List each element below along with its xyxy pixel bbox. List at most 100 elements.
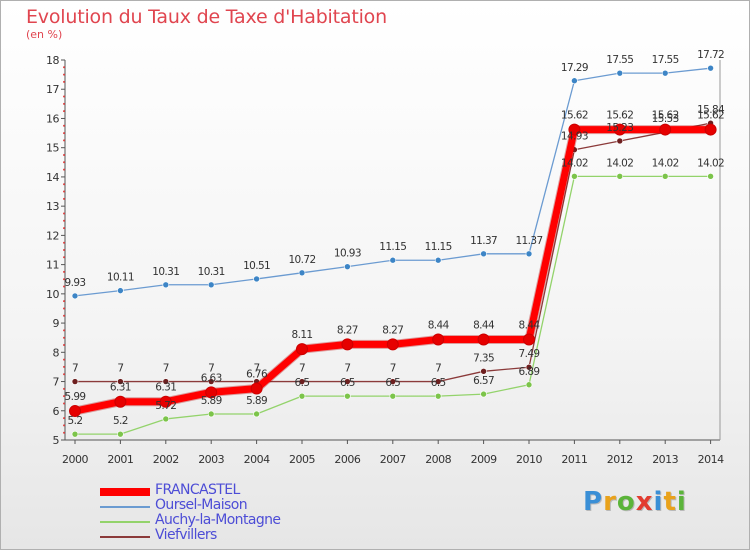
data-label: 7 — [299, 363, 305, 375]
data-label: 7 — [254, 363, 260, 375]
y-tick-label: 16 — [46, 112, 59, 125]
data-label: 11.15 — [379, 241, 406, 253]
x-tick-label: 2007 — [380, 453, 406, 466]
data-label: 14.02 — [561, 157, 588, 169]
y-minor-dot — [63, 307, 65, 310]
data-point — [613, 123, 626, 136]
data-label: 8.27 — [337, 324, 358, 336]
data-point — [71, 430, 79, 438]
data-point — [344, 263, 351, 270]
data-label: 11.15 — [425, 241, 452, 253]
unit-label: (en %) — [26, 28, 63, 41]
point-labels: 9.93 10.11 10.31 10.31 10.51 10.72 10.93 11.15 1… — [65, 49, 726, 427]
chart-title: Evolution du Taux de Taxe d'Habitation — [26, 6, 387, 28]
data-point — [432, 333, 445, 346]
data-label: 5.2 — [68, 415, 83, 427]
y-tick-label: 11 — [46, 259, 59, 272]
data-point — [296, 343, 308, 356]
x-tick-label: 2001 — [107, 453, 133, 466]
y-minor-dot — [63, 424, 65, 427]
data-point — [207, 410, 215, 418]
y-minor-dot — [63, 161, 65, 164]
data-label: 11.37 — [515, 235, 542, 247]
y-minor-dot — [63, 270, 65, 273]
y-minor-dot — [63, 219, 65, 222]
y-minor-dot — [63, 241, 65, 244]
legend-label: FRANCASTEL — [155, 482, 240, 498]
data-label: 17.72 — [697, 49, 724, 61]
data-point — [707, 64, 714, 72]
x-tick-label: 2008 — [425, 453, 451, 466]
data-point — [114, 395, 127, 408]
data-label: 5.89 — [246, 395, 267, 407]
y-tick-label: 6 — [53, 405, 60, 418]
data-label: 6.89 — [519, 366, 540, 378]
y-minor-dot — [63, 190, 65, 193]
brand-logo: Proxiti — [583, 487, 687, 517]
data-point — [389, 378, 397, 385]
y-minor-dot — [63, 154, 65, 156]
data-point — [117, 378, 124, 385]
data-point — [71, 378, 79, 385]
y-minor-dot — [63, 132, 65, 135]
data-point — [571, 77, 578, 85]
data-point — [480, 250, 487, 258]
data-label: 10.93 — [334, 248, 361, 260]
x-tick-label: 2005 — [289, 453, 315, 466]
data-label: 11.37 — [470, 235, 497, 247]
data-point — [162, 378, 170, 385]
data-point — [571, 173, 578, 180]
y-tick-label: 8 — [53, 346, 60, 359]
data-label: 15.62 — [697, 110, 724, 122]
x-tick-label: 2010 — [516, 453, 542, 466]
data-label: 15.84 — [697, 104, 725, 116]
data-label: 6.5 — [431, 377, 446, 389]
y-minor-dot — [63, 329, 65, 332]
data-point — [207, 281, 215, 289]
data-point — [525, 363, 533, 371]
data-label: 17.55 — [652, 54, 679, 66]
data-label: 6.31 — [155, 382, 176, 394]
data-label: 7 — [435, 363, 441, 375]
data-point — [661, 69, 669, 77]
data-label: 17.29 — [561, 62, 588, 74]
data-point — [659, 123, 672, 136]
data-label: 7 — [390, 363, 396, 375]
data-point — [389, 256, 397, 264]
data-point — [568, 123, 581, 136]
x-tick-label: 2014 — [698, 453, 724, 466]
y-tick-label: 17 — [46, 83, 59, 96]
y-minor-dot — [63, 168, 65, 171]
y-minor-dot — [63, 314, 65, 317]
data-point — [298, 392, 306, 400]
data-label: 7 — [163, 363, 169, 375]
y-minor-dot — [63, 212, 65, 215]
legend-swatch — [100, 521, 150, 523]
data-label: 6.5 — [385, 377, 400, 389]
y-tick-label: 9 — [53, 317, 60, 330]
data-point — [389, 392, 397, 400]
y-minor-dot — [63, 395, 65, 398]
data-label: 10.11 — [107, 272, 134, 284]
data-label: 9.93 — [65, 277, 86, 289]
data-point — [525, 250, 533, 258]
data-point — [250, 382, 263, 395]
y-minor-dot — [63, 344, 65, 346]
y-minor-dot — [63, 373, 65, 376]
data-label: 15.62 — [652, 110, 679, 122]
legend-swatch — [100, 536, 150, 538]
data-point — [616, 69, 624, 77]
y-minor-dot — [63, 431, 65, 434]
y-minor-dot — [63, 110, 65, 113]
y-tick-label: 5 — [53, 434, 60, 447]
y-tick-label: 12 — [46, 229, 59, 242]
data-label: 7.35 — [473, 352, 494, 364]
data-point — [707, 173, 714, 180]
x-tick-label: 2009 — [471, 453, 497, 466]
data-point — [434, 392, 442, 400]
x-tick-label: 2012 — [607, 453, 633, 466]
y-tick-label: 15 — [46, 142, 59, 155]
y-minor-dot — [63, 256, 65, 259]
y-minor-dot — [63, 124, 65, 127]
